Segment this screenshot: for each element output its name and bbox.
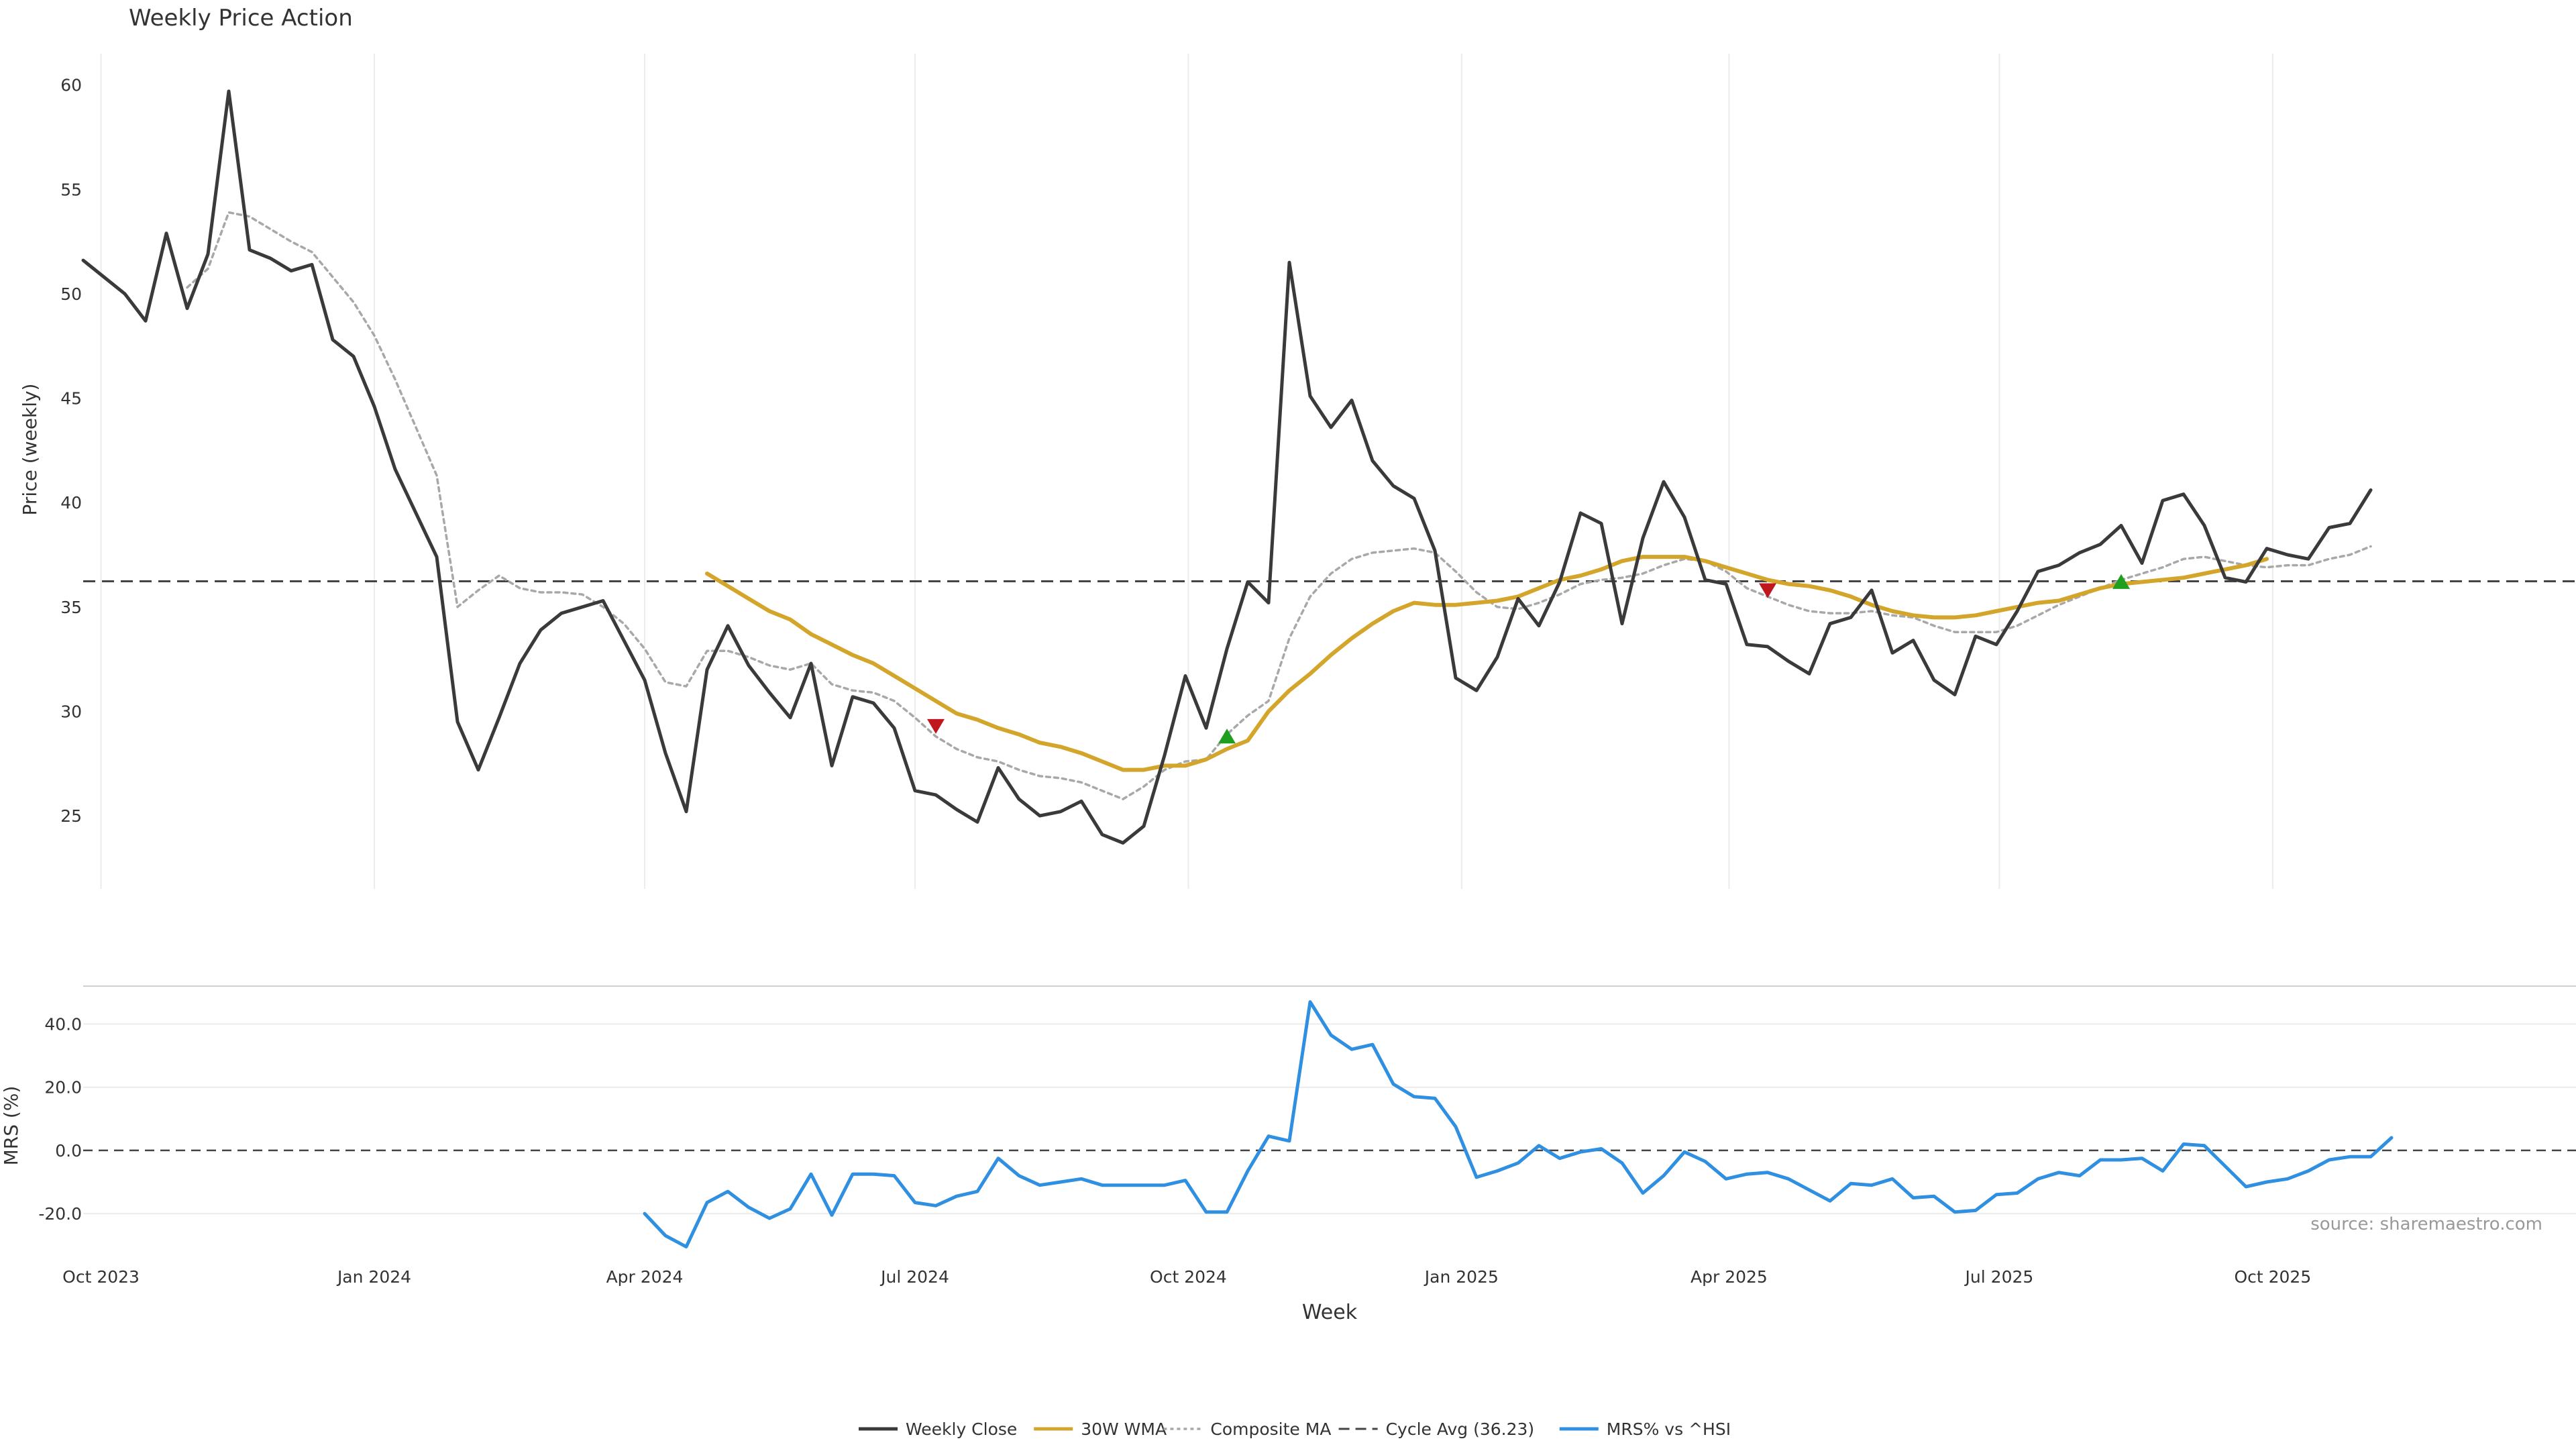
x-tick-label: Jan 2024 — [336, 1267, 411, 1287]
price-y-ticks: 25 30 35 40 45 50 55 60 — [60, 76, 82, 826]
series-mrs-vs-hsi — [643, 1000, 2394, 1248]
price-y-tick-label: 40 — [60, 493, 82, 513]
signal-markers — [927, 574, 2130, 744]
source-note: source: sharemaestro.com — [2310, 1214, 2542, 1234]
series-composite-ma — [186, 211, 2372, 800]
x-ticks: Oct 2023 Jan 2024 Apr 2024 Jul 2024 Oct 2024… — [62, 1267, 2311, 1287]
price-y-tick-label: 30 — [60, 702, 82, 721]
x-tick-label: Jul 2025 — [1964, 1267, 2034, 1287]
price-y-tick-label: 45 — [60, 389, 82, 409]
x-tick-label: Oct 2024 — [1150, 1267, 1227, 1287]
mrs-y-tick-label: 20.0 — [44, 1078, 82, 1097]
x-tick-label: Oct 2025 — [2234, 1267, 2311, 1287]
price-y-axis-label: Price (weekly) — [19, 384, 41, 516]
price-y-tick-label: 60 — [60, 76, 82, 95]
mrs-y-axis-label: MRS (%) — [0, 1086, 22, 1166]
x-tick-label: Apr 2024 — [606, 1267, 684, 1287]
sell-signal-marker — [1759, 583, 1776, 598]
buy-signal-marker — [2112, 574, 2130, 589]
price-gridlines — [100, 54, 2273, 889]
series-30w-wma — [705, 555, 2269, 772]
legend-label-30w-wma: 30W WMA — [1081, 1419, 1167, 1439]
legend-label-weekly-close: Weekly Close — [906, 1419, 1017, 1439]
x-tick-label: Jul 2024 — [879, 1267, 949, 1287]
x-tick-label: Oct 2023 — [62, 1267, 140, 1287]
price-y-tick-label: 35 — [60, 598, 82, 617]
price-y-tick-label: 50 — [60, 284, 82, 304]
x-tick-label: Apr 2025 — [1690, 1267, 1768, 1287]
mrs-gridlines — [83, 985, 2576, 1215]
mrs-y-tick-label: -20.0 — [38, 1204, 82, 1224]
legend-label-mrs-vs-hsi: MRS% vs ^HSI — [1607, 1419, 1731, 1439]
x-tick-label: Jan 2025 — [1424, 1267, 1499, 1287]
price-y-tick-label: 55 — [60, 180, 82, 199]
legend-label-composite-ma: Composite MA — [1210, 1419, 1331, 1439]
series-layer — [81, 89, 2576, 1248]
chart-title: Weekly Price Action — [129, 5, 353, 32]
mrs-y-tick-label: 0.0 — [55, 1141, 82, 1161]
x-axis-label: Week — [1302, 1301, 1358, 1324]
sell-signal-marker — [927, 718, 945, 734]
mrs-y-ticks: -20.0 0.0 20.0 40.0 — [38, 1015, 82, 1224]
legend-label-cycle-avg-36-23: Cycle Avg (36.23) — [1386, 1419, 1535, 1439]
series-weekly-close — [81, 89, 2373, 845]
buy-signal-marker — [1218, 729, 1236, 744]
legend: Weekly Close 30W WMA Composite MA Cycle Avg… — [859, 1419, 1731, 1439]
mrs-y-tick-label: 40.0 — [44, 1015, 82, 1034]
price-y-tick-label: 25 — [60, 806, 82, 826]
